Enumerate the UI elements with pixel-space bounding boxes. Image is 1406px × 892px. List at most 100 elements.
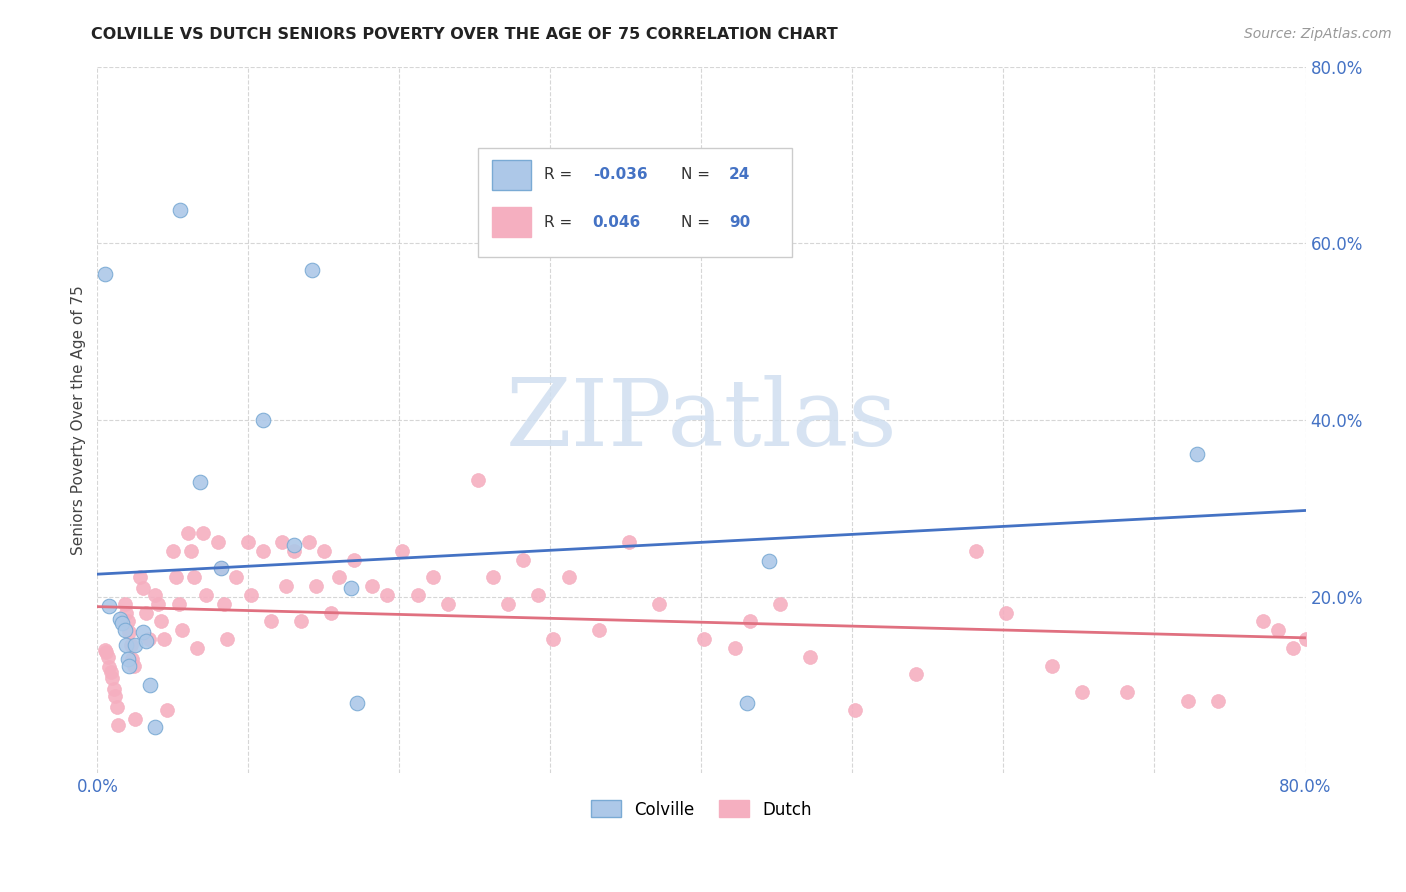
Point [207,535,229,549]
Point [422,570,444,584]
Point [170,624,193,638]
Point [328,570,350,584]
Point [543,632,565,647]
Point [117,615,139,629]
Point [105,700,128,714]
Point [135,606,157,620]
Point [186,640,208,655]
FancyBboxPatch shape [492,207,531,237]
Point [252,543,274,558]
Point [904,667,927,681]
Point [436,597,458,611]
Point [260,615,283,629]
Text: 24: 24 [730,167,751,182]
Point [118,658,141,673]
Point [482,570,505,584]
Point [617,535,640,549]
Point [188,475,211,489]
Point [94,642,117,657]
Point [124,638,146,652]
Text: 0.046: 0.046 [593,215,641,229]
Point [139,678,162,692]
Point [1295,632,1317,647]
Point [162,543,184,558]
Point [240,588,263,602]
Point [305,579,328,593]
Point [209,561,232,575]
Point [496,597,519,611]
Point [1251,615,1274,629]
Text: COLVILLE VS DUTCH SENIORS POVERTY OVER THE AGE OF 75 CORRELATION CHART: COLVILLE VS DUTCH SENIORS POVERTY OVER T… [91,27,838,42]
Point [735,696,758,710]
Point [217,632,239,647]
Point [128,570,150,584]
Text: R =: R = [544,215,578,229]
Point [153,632,176,647]
Point [100,665,122,679]
Point [1116,685,1139,699]
Point [799,649,821,664]
Point [738,615,761,629]
Text: Source: ZipAtlas.com: Source: ZipAtlas.com [1244,27,1392,41]
Point [131,625,153,640]
Point [94,267,117,281]
Point [177,526,200,541]
Point [191,526,214,541]
Point [96,644,118,658]
Legend: Colville, Dutch: Colville, Dutch [583,794,818,825]
Point [195,588,218,602]
Point [118,625,141,640]
Point [769,597,792,611]
Text: 90: 90 [730,215,751,229]
Point [1040,658,1063,673]
Point [588,624,610,638]
Point [312,543,335,558]
Point [361,579,384,593]
Point [209,561,232,575]
Point [283,543,305,558]
Point [758,554,780,568]
Point [844,703,866,717]
Point [98,660,121,674]
Point [343,552,366,566]
Point [1071,685,1094,699]
Point [648,597,671,611]
Point [238,535,260,549]
FancyBboxPatch shape [492,160,531,190]
Point [1267,624,1289,638]
Point [138,632,160,647]
Point [143,588,166,602]
Text: ZIPatlas: ZIPatlas [506,375,897,465]
Point [114,597,136,611]
Point [122,658,145,673]
Point [298,535,321,549]
Point [1185,447,1208,461]
Point [156,703,179,717]
Point [115,638,138,652]
Point [103,682,125,697]
Point [301,262,323,277]
Point [104,689,127,703]
Point [270,535,292,549]
Point [225,570,247,584]
Point [180,543,202,558]
Point [120,638,142,652]
Point [167,597,190,611]
Point [340,581,363,595]
Point [101,671,124,685]
Point [114,624,136,638]
Point [121,651,143,665]
Point [290,615,312,629]
Point [98,599,121,613]
Point [406,588,429,602]
Point [1282,640,1305,655]
Point [169,202,191,217]
Point [115,606,138,620]
Point [1206,694,1229,708]
Point [131,581,153,595]
Point [143,721,166,735]
Point [252,413,274,427]
Point [321,606,343,620]
Text: R =: R = [544,167,578,182]
Point [146,597,169,611]
